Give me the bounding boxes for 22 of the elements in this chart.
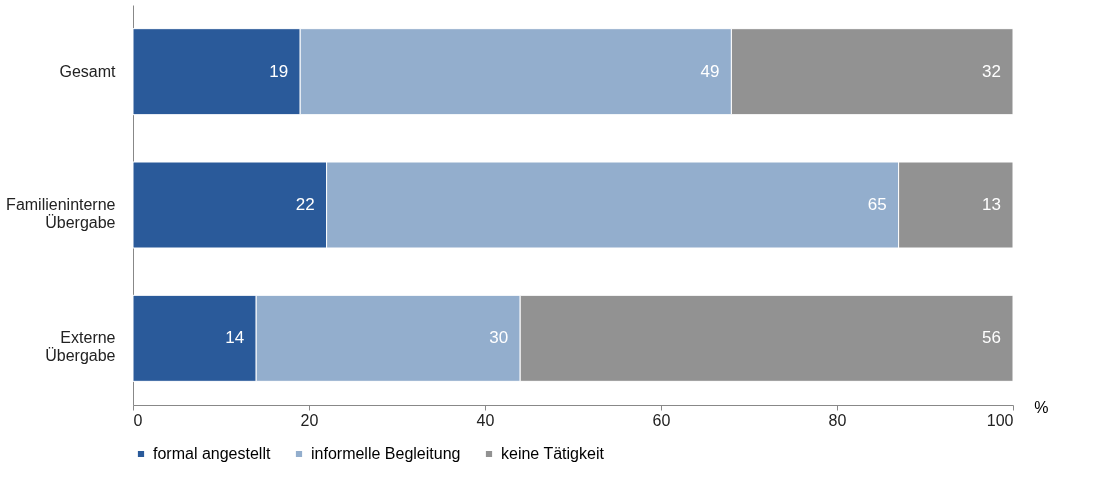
data-label: 13 — [982, 195, 1001, 214]
x-axis-title: % — [1034, 398, 1049, 416]
legend-label: formal angestellt — [153, 445, 271, 462]
legend-label: keine Tätigkeit — [501, 445, 605, 462]
y-tick-label: Externe Übergabe — [45, 329, 116, 365]
data-label: 19 — [269, 61, 289, 81]
x-tick-label: 0 — [133, 411, 143, 429]
data-label: 22 — [295, 195, 315, 214]
x-tick-label: 100 — [986, 411, 1014, 429]
x-tick-label: 80 — [828, 411, 847, 429]
y-tick-label: Familieninterne Übergabe — [6, 196, 116, 231]
data-label: 14 — [225, 328, 245, 348]
legend-label: informelle Begleitung — [311, 445, 461, 462]
data-label: 30 — [489, 328, 509, 348]
x-tick-label: 40 — [476, 411, 495, 429]
data-label: 56 — [982, 328, 1001, 348]
x-tick-label: 20 — [300, 411, 319, 429]
y-tick-label: Gesamt — [59, 62, 117, 80]
data-label: 49 — [700, 61, 720, 81]
data-label: 32 — [982, 61, 1001, 81]
data-label: 65 — [867, 195, 887, 214]
x-tick-label: 60 — [652, 411, 671, 429]
